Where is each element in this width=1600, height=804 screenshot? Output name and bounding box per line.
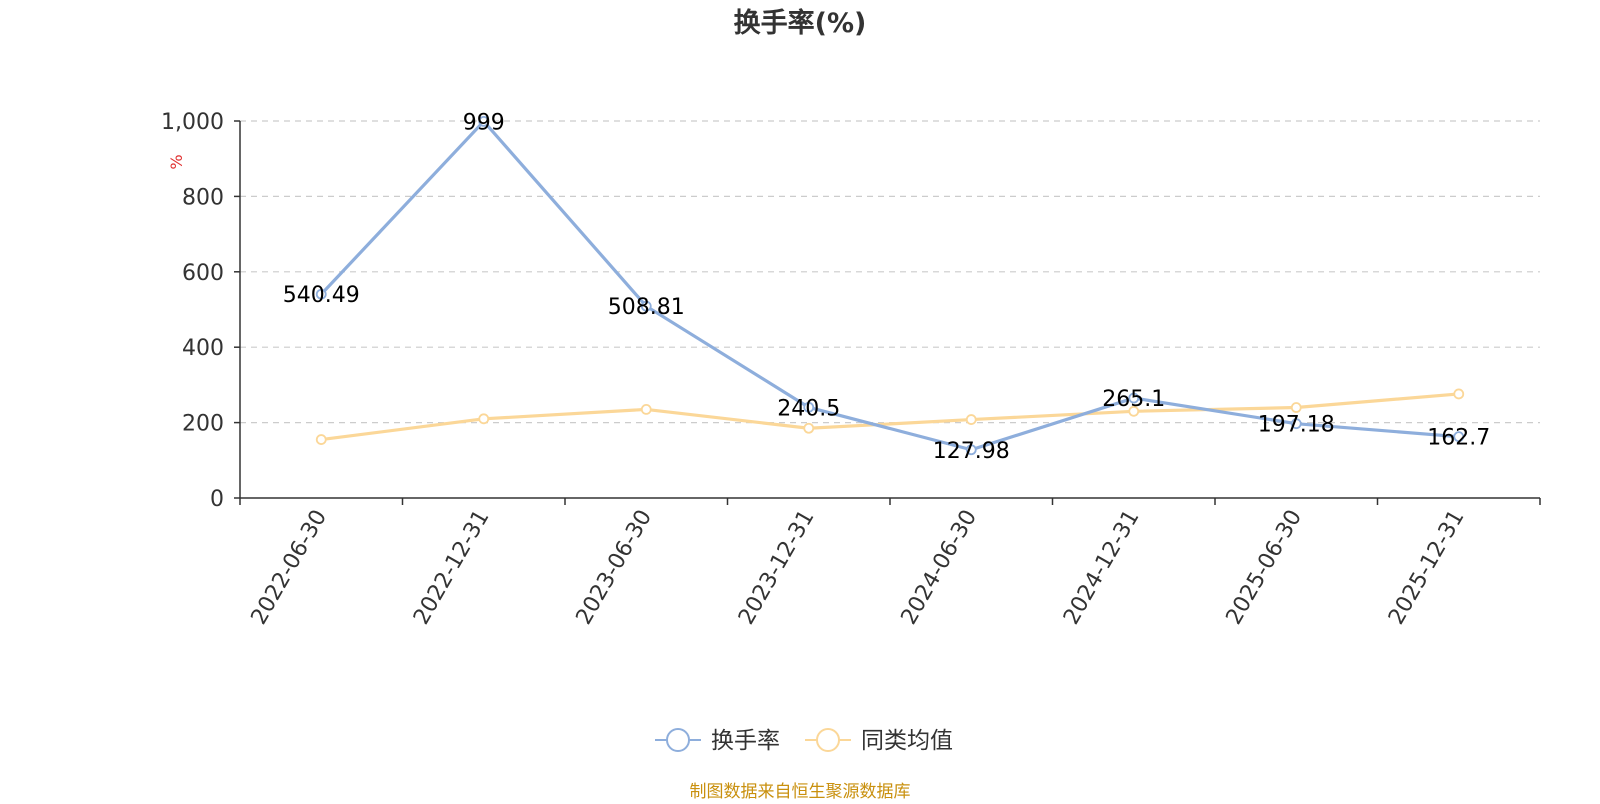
data-point [1453,388,1465,400]
data-label: 197.18 [1258,413,1335,438]
x-tick-label: 2025-12-31 [1384,506,1470,629]
data-point [1290,402,1302,413]
data-point [640,404,652,415]
data-label: 540.49 [283,283,360,308]
y-tick-label: 1,000 [161,110,224,135]
data-point [478,115,490,127]
legend-label: 同类均值 [861,728,953,754]
y-tick-label: 200 [182,412,224,437]
legend-item[interactable]: 换手率 [655,728,780,754]
data-point [315,434,327,445]
y-axis-unit-label: % [167,154,186,169]
series-line [319,119,1461,452]
data-point [1128,405,1140,417]
y-tick-label: 0 [210,487,224,512]
data-point [1453,431,1465,443]
x-tick-label: 2025-06-30 [1221,506,1307,629]
data-point [1290,418,1302,430]
y-tick-label: 400 [182,336,224,361]
x-tick-label: 2023-12-31 [734,506,820,629]
x-tick-label: 2023-06-30 [571,506,657,629]
source-note: 制图数据来自恒生聚源数据库 [690,782,911,800]
legend-marker-icon [666,728,690,752]
data-point [1128,392,1140,404]
legend-item[interactable]: 同类均值 [805,728,953,754]
data-point [315,288,327,300]
data-label: 508.81 [608,295,685,320]
series-lines [315,115,1465,456]
y-tick-label: 600 [182,261,224,286]
axes: 0 200 400 600 800 1,000 2022-06-30 2022-12-31 20… [161,110,1541,629]
data-point [803,422,815,434]
x-tick-label: 2024-12-31 [1059,506,1145,629]
legend: 换手率 同类均值 [655,728,953,754]
chart-title: 换手率(%) [734,7,867,39]
y-tick-label: 800 [182,185,224,210]
data-point [478,413,490,425]
series-line [319,392,1461,442]
data-label: 240.5 [777,396,840,421]
legend-label: 换手率 [711,728,780,754]
data-point [965,444,977,456]
data-label: 127.98 [933,439,1010,464]
x-tick-label: 2022-12-31 [409,506,495,629]
data-labels: 540.49 999 508.81 240.5 127.98 265.1 197.18 162… [283,110,1490,463]
grid-lines [240,120,1540,424]
data-label: 265.1 [1102,387,1165,412]
legend-marker-icon [816,728,840,752]
data-point [965,414,977,425]
data-label: 162.7 [1427,426,1490,451]
x-tick-label: 2022-06-30 [246,506,332,629]
x-tick-label: 2024-06-30 [896,506,982,629]
data-point [803,401,815,413]
data-point [640,300,652,312]
data-label: 999 [463,110,505,135]
